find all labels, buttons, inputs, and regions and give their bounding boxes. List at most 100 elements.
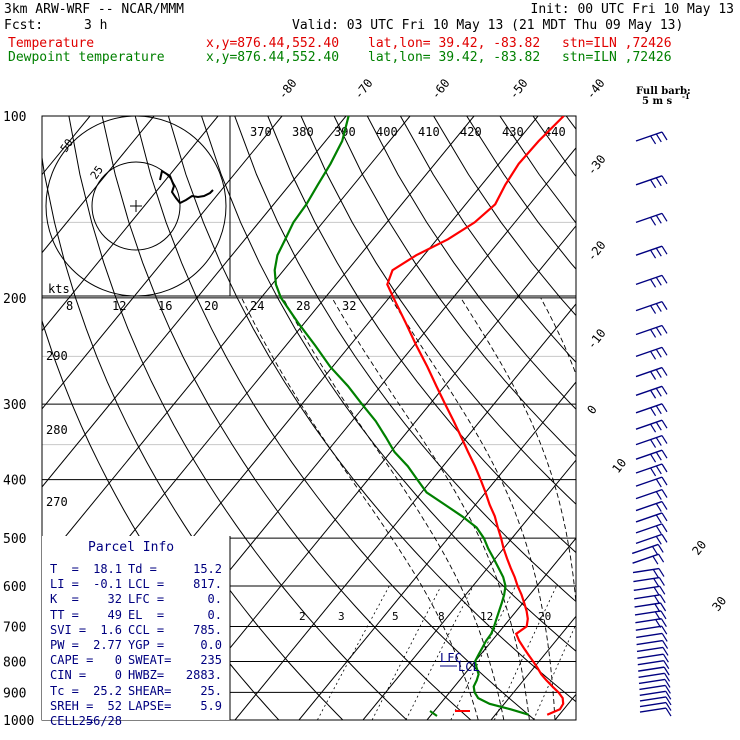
- pressure-tick-800: 800: [3, 655, 26, 670]
- hodograph-ring-25: [91, 161, 181, 251]
- wind-barb-flag: [661, 325, 668, 334]
- wind-barb-staff: [635, 300, 663, 312]
- wind-barb-flag: [650, 423, 657, 433]
- forecast-hour: 3 h: [84, 18, 108, 33]
- parcel-info-cell: Tc =: [50, 683, 79, 698]
- wind-barb-staff: [635, 463, 663, 474]
- parcel-info-cell: 52: [107, 698, 122, 713]
- isotherm: [683, 116, 740, 720]
- barb-legend-exponent: -1: [682, 92, 690, 101]
- parcel-info-cell: 235: [200, 653, 222, 668]
- wind-barb-flag: [650, 389, 657, 399]
- moist-adiabat: [282, 297, 505, 720]
- isotherm-label: -50: [506, 76, 530, 102]
- wind-barb-staff: [639, 696, 667, 702]
- wind-barb-flag: [661, 213, 668, 222]
- parcel-info-title: Parcel Info: [88, 540, 175, 555]
- init-time: Init: 00 UTC Fri 10 May 13: [530, 2, 735, 17]
- isotherm-label: -10: [584, 326, 608, 352]
- parcel-info-cell: YGP =: [128, 638, 165, 652]
- wind-barb-staff: [637, 660, 664, 666]
- wind-barb-flag: [661, 385, 668, 395]
- wind-barb-flag: [653, 586, 660, 596]
- moist-adiabat: [657, 298, 693, 720]
- parcel-info-cell: SREH =: [50, 698, 94, 713]
- pressure-tick-500: 500: [3, 532, 26, 547]
- mixing-ratio-label: 8: [438, 610, 445, 623]
- wind-barb-staff: [635, 346, 663, 358]
- lfc-label: LFC: [440, 651, 462, 665]
- mixing-ratio-line: [371, 585, 442, 720]
- hodograph-speed-tick: 12: [112, 299, 126, 313]
- dry-adiabat: [201, 116, 576, 652]
- wind-barb-flag: [661, 501, 668, 510]
- dewpoint-xy: x,y=876.44,552.40: [206, 50, 340, 65]
- wind-barb-flag: [652, 555, 659, 565]
- hodograph: 25 50 kts: [42, 115, 576, 297]
- wind-barb-staff: [631, 543, 659, 555]
- isotherm: [426, 537, 576, 720]
- wind-barb-flag: [660, 602, 667, 612]
- wind-barb-flag: [662, 647, 669, 656]
- wind-barb-flag: [661, 476, 668, 486]
- dry-adiabat: [732, 116, 740, 733]
- wind-barb-flag: [661, 449, 668, 459]
- wind-barbs: [631, 131, 672, 717]
- pressure-tick-400: 400: [3, 474, 26, 489]
- wind-barb-flag: [665, 696, 672, 706]
- hodograph-speed-tick: 24: [250, 299, 264, 313]
- theta-label: 270: [46, 495, 68, 509]
- isotherm-label: 20: [689, 538, 709, 558]
- parcel-info-cell: 2.77: [93, 638, 122, 652]
- parcel-info-cell: LI =: [50, 577, 79, 592]
- pressure-tick-900: 900: [3, 686, 26, 701]
- wind-barb-flag: [661, 275, 668, 284]
- wind-barb-flag: [652, 569, 659, 578]
- parcel-info-cell: 49: [107, 607, 122, 622]
- wind-barb-flag: [650, 350, 657, 360]
- isotherm: [42, 116, 219, 332]
- moist-adiabat: [241, 297, 479, 720]
- wind-barb-flag: [661, 403, 668, 413]
- dry-adiabat: [300, 116, 576, 505]
- wind-barb-staff: [639, 690, 666, 696]
- dry-adiabat: [599, 116, 740, 733]
- wind-barb-flag: [655, 478, 662, 488]
- wind-barb-flag: [655, 405, 662, 415]
- wind-barb-flag: [650, 407, 657, 417]
- parcel-info-cell: LAPSE=: [128, 698, 172, 713]
- parcel-info-cell: 2883.: [185, 668, 222, 683]
- parcel-info-cell: Td =: [128, 562, 157, 576]
- parcel-info-cell: SVI =: [50, 622, 87, 637]
- wind-barb-flag: [664, 679, 671, 688]
- wind-barb-flag: [658, 577, 665, 586]
- dry-adiabat: [699, 116, 740, 733]
- hodograph-speed-tick: 8: [66, 299, 73, 313]
- dewpoint-station: stn=ILN ,72426: [562, 50, 672, 65]
- parcel-info-cell: 0: [114, 653, 122, 668]
- parcel-info-cell: CAPE =: [50, 653, 94, 668]
- wind-barb-flag: [655, 247, 662, 257]
- wind-barb-flag: [661, 512, 668, 522]
- parcel-info-cell: 817.: [193, 577, 222, 592]
- wind-barb-flag: [655, 327, 662, 336]
- wind-barb-flag: [655, 514, 662, 524]
- theta-e-label: 400: [376, 125, 398, 139]
- wind-barb-staff: [635, 476, 663, 487]
- wind-barb-flag: [659, 586, 666, 595]
- isotherm-label: 0: [584, 403, 599, 417]
- barb-legend-title: Full barb:: [636, 86, 691, 97]
- dry-adiabat: [532, 116, 576, 178]
- isotherm: [490, 615, 576, 720]
- mixing-ratio-line: [317, 585, 390, 720]
- wind-barb-staff: [638, 666, 665, 672]
- wind-barb-flag: [655, 491, 662, 500]
- wind-barb-flag: [663, 660, 670, 670]
- wind-barb-staff: [634, 602, 661, 608]
- wind-barb-flag: [655, 437, 662, 446]
- parcel-info-cell: SWEAT=: [128, 653, 172, 668]
- wind-barb-staff: [638, 678, 666, 685]
- model-title: 3km ARW-WRF -- NCAR/MMM: [4, 2, 185, 17]
- hodograph-ring-label-50: 50: [58, 136, 76, 154]
- isotherm-label: -40: [583, 76, 607, 102]
